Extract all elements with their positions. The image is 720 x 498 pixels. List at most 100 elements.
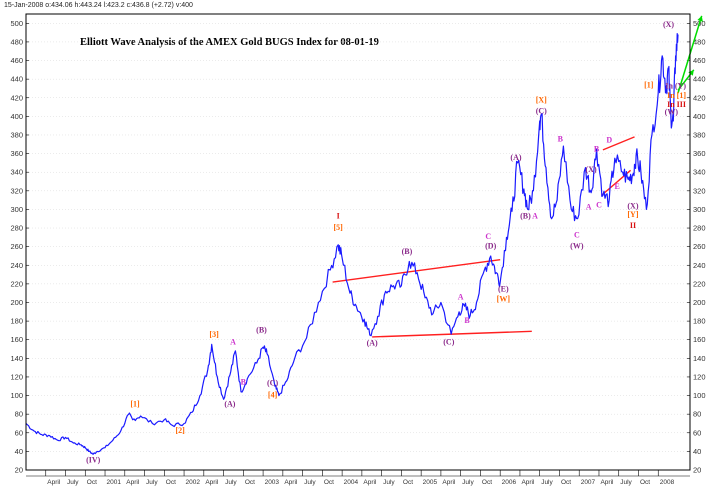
y-tick-label-right: 60 (693, 428, 701, 437)
wave-label: (B) (256, 325, 267, 334)
x-tick-label: July (383, 479, 395, 486)
wave-label: II (630, 221, 636, 230)
wave-label: (X) (663, 20, 674, 29)
label-layer: (IV) [1] [2] [3] A (A) B (B) (C) [4] [5] I (A) (B) (C)… (86, 20, 686, 465)
wave-label: B (594, 145, 600, 154)
wave-label: In III (667, 100, 686, 109)
y-tick-label-left: 120 (10, 372, 23, 381)
x-tick-label: Oct (166, 479, 176, 486)
wave-label: B (558, 134, 564, 143)
series-layer (25, 33, 679, 455)
y-tick-label-left: 100 (10, 391, 23, 400)
x-tick-label: April (442, 479, 456, 486)
y-tick-label-right: 340 (693, 168, 706, 177)
wave-label: (C) (443, 337, 454, 346)
y-tick-label-left: 340 (10, 168, 23, 177)
x-tick-label: 2007 (581, 479, 596, 486)
x-tick-label: Oct (482, 479, 492, 486)
x-tick-label: 2008 (660, 479, 675, 486)
y-tick-label-left: 480 (10, 37, 23, 46)
y-tick-label-left: 400 (10, 112, 23, 121)
channel-line (602, 136, 635, 151)
wave-label: (W) (665, 108, 679, 117)
x-tick-label: 2004 (344, 479, 359, 486)
y-tick-label-left: 420 (10, 93, 23, 102)
wave-label: (IV) (86, 456, 101, 465)
y-tick-label-left: 320 (10, 186, 23, 195)
y-tick-label-left: 200 (10, 298, 23, 307)
x-tick-label: April (126, 479, 140, 486)
y-tick-label-right: 120 (693, 372, 706, 381)
wave-label: A (458, 293, 464, 302)
wave-label: A (586, 202, 592, 211)
x-tick-label: April (363, 479, 377, 486)
y-tick-label-right: 380 (693, 130, 706, 139)
wave-label: C (485, 232, 491, 241)
x-tick-label: Oct (403, 479, 413, 486)
axis-layer: 20 20 40 40 60 60 80 80 100 100 120 120 140 140 160 160… (10, 19, 705, 486)
x-tick-label: April (284, 479, 298, 486)
x-tick-label: Oct (87, 479, 97, 486)
x-tick-label: April (600, 479, 614, 486)
x-tick-label: 2002 (186, 479, 201, 486)
wave-label: B (464, 316, 470, 325)
price-series-line (25, 33, 679, 455)
wave-label: (A) (367, 338, 378, 347)
x-tick-label: Oct (245, 479, 255, 486)
wave-label: (D) (485, 242, 496, 251)
wave-label: In (Y) (665, 81, 686, 90)
y-tick-label-left: 40 (15, 447, 23, 456)
wave-label: (X) (627, 201, 638, 210)
projection-arrowhead (697, 15, 703, 22)
wave-label: (A) (224, 400, 235, 409)
wave-label: E (614, 182, 619, 191)
y-tick-label-left: 460 (10, 56, 23, 65)
wave-label: [1] (644, 81, 654, 90)
x-tick-label: April (47, 479, 61, 486)
x-tick-label: 2003 (265, 479, 280, 486)
y-tick-label-right: 360 (693, 149, 706, 158)
wave-label: (X) (586, 165, 597, 174)
y-tick-label-right: 200 (693, 298, 706, 307)
channel-line (332, 258, 501, 283)
y-tick-label-left: 20 (15, 466, 23, 475)
y-tick-label-left: 300 (10, 205, 23, 214)
x-tick-label: July (146, 479, 158, 486)
y-tick-label-right: 480 (693, 37, 706, 46)
y-tick-label-left: 80 (15, 410, 23, 419)
plot-frame (25, 13, 691, 471)
projection-arrowhead (688, 69, 694, 76)
y-tick-label-left: 500 (10, 19, 23, 28)
wave-label: [Y] (627, 210, 638, 219)
chart-title: Elliott Wave Analysis of the AMEX Gold B… (80, 37, 379, 48)
wave-label: (E) (498, 284, 509, 293)
wave-label: A (532, 212, 538, 221)
x-tick-label: July (620, 479, 632, 486)
x-tick-label: July (225, 479, 237, 486)
wave-label: (C) (536, 107, 547, 116)
x-tick-label: Oct (561, 479, 571, 486)
channel-line (372, 330, 532, 338)
wave-label: (A) (510, 153, 521, 162)
wave-label: I (337, 212, 340, 221)
wave-label: [2] (175, 426, 185, 435)
x-tick-label: Oct (640, 479, 650, 486)
wave-label: (B) (402, 247, 413, 256)
y-tick-label-right: 260 (693, 242, 706, 251)
y-tick-label-left: 440 (10, 75, 23, 84)
x-tick-label: July (541, 479, 553, 486)
wave-label: [W] (497, 295, 511, 304)
y-tick-label-right: 220 (693, 279, 706, 288)
wave-label: (C) (267, 378, 278, 387)
x-tick-label: April (205, 479, 219, 486)
y-tick-label-right: 320 (693, 186, 706, 195)
y-tick-label-right: 240 (693, 261, 706, 270)
y-tick-label-right: 160 (693, 335, 706, 344)
y-tick-label-right: 460 (693, 56, 706, 65)
wave-label: [X] (536, 95, 547, 104)
y-tick-label-right: 440 (693, 75, 706, 84)
x-tick-label: 2006 (502, 479, 517, 486)
wave-label: (W) (570, 242, 584, 251)
